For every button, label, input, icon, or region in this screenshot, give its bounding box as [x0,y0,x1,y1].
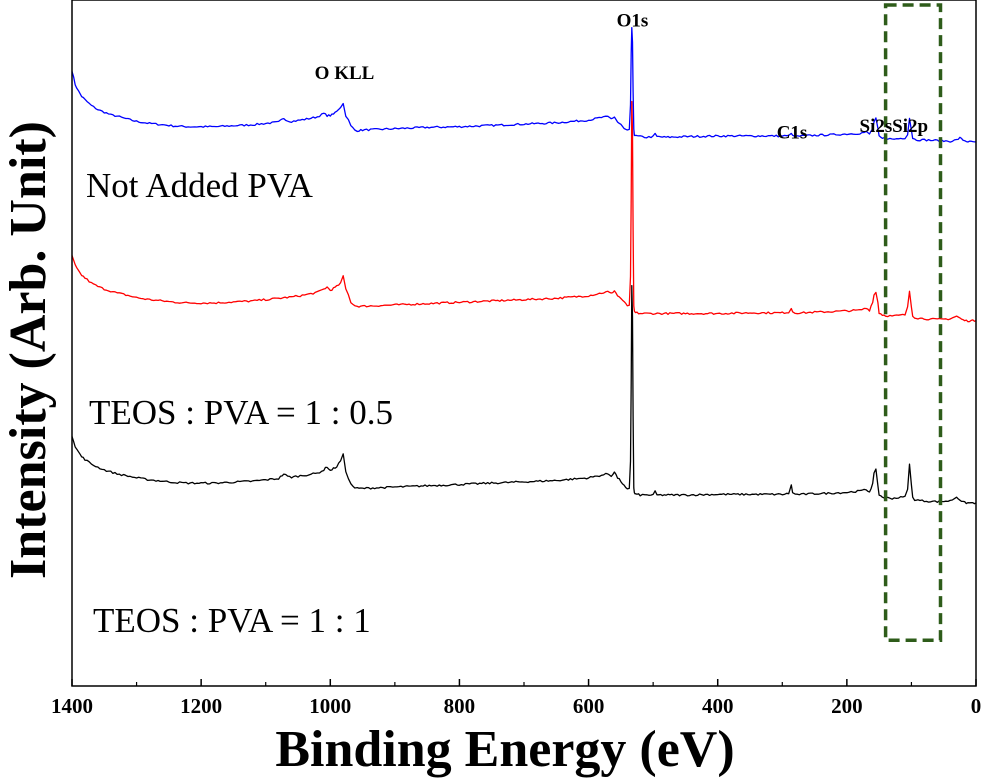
peak-labels-layer: O KLL O1s C1s Si2s Si2p [315,10,928,143]
peak-label-si2s: Si2s [860,116,893,137]
highlight-box-layer [883,3,943,642]
series-label-not-added-pva: Not Added PVA [86,166,314,205]
x-tick-label-1200: 1200 [180,694,222,718]
x-tick-label-200: 200 [831,694,863,718]
y-axis-title: Intensity (Arb. Unit) [0,121,57,579]
x-tick-label-400: 400 [702,694,734,718]
si2p-highlight-box [883,3,943,642]
x-tick-label-0: 0 [971,694,982,718]
x-tick-label-1000: 1000 [309,694,351,718]
series-label-teos-pva-1-1: TEOS : PVA = 1 : 1 [93,601,371,640]
peak-label-o-kll: O KLL [315,63,375,84]
series-line-not-added-pva [71,27,976,143]
x-axis-title: Binding Energy (eV) [275,721,734,778]
series-line-teos-pva-1-0-5 [71,100,977,323]
x-tick-label-600: 600 [573,694,605,718]
x-tick-label-800: 800 [444,694,476,718]
axis-layer [71,0,977,687]
series-line-teos-pva-1-1 [71,284,977,505]
series-layer [71,27,977,505]
peak-label-o1s: O1s [617,10,649,31]
plot-frame [71,0,977,687]
x-tick-label-1400: 1400 [51,694,93,718]
peak-label-c1s: C1s [777,123,808,144]
peak-label-si2p: Si2p [892,116,928,137]
series-label-teos-pva-1-0-5: TEOS : PVA = 1 : 0.5 [89,393,393,432]
ticks-layer: 1400 1200 1000 800 600 400 200 0 [51,679,981,718]
